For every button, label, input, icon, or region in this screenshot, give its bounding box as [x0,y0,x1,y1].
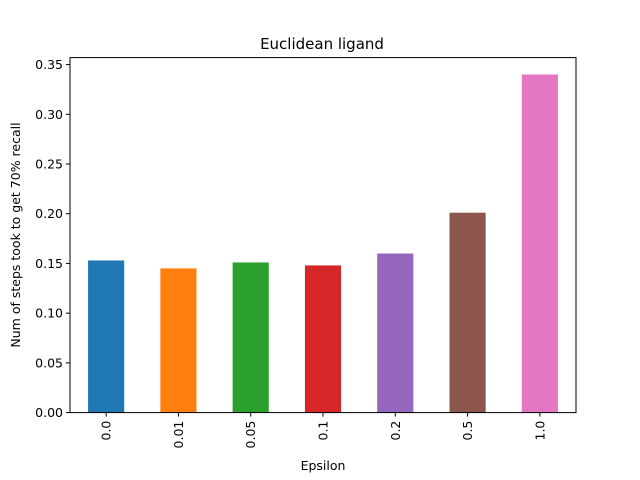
x-tick-label: 0.05 [243,421,258,449]
y-axis-label: Num of steps took to get 70% recall [8,122,23,347]
bar-0.2 [377,253,414,413]
bar-0.0 [88,260,125,413]
x-tick-label: 0.2 [388,421,403,441]
bar-0.1 [304,265,342,413]
bar-1.0 [521,74,558,413]
y-tick-label: 0.15 [35,256,63,271]
y-tick-label: 0.00 [35,405,63,420]
y-axis-ticks: 0.00 0.05 0.10 0.15 0.20 0.25 0.30 0.35 [35,57,70,420]
y-tick-label: 0.05 [35,355,63,370]
y-tick-label: 0.35 [35,57,63,72]
bar-0.5 [449,212,486,413]
plot-frame [69,57,577,414]
x-tick-label: 0.1 [316,421,331,441]
x-tick-label: 0.0 [99,421,114,441]
y-tick-label: 0.30 [35,107,63,122]
y-tick-label: 0.20 [35,206,63,221]
y-tick-label: 0.25 [35,157,63,172]
x-tick-label: 1.0 [532,421,547,441]
x-tick-label: 0.01 [171,421,186,449]
bar-0.01 [160,268,197,413]
x-axis-label: Epsilon [301,458,346,473]
y-tick-label: 0.10 [35,306,63,321]
bars-group [88,74,558,413]
x-axis-ticks: 0.0 0.01 0.05 0.1 0.2 0.5 1.0 [99,412,547,449]
x-tick-label: 0.5 [460,421,475,441]
chart-title: Euclidean ligand [260,35,384,53]
bar-0.05 [232,262,269,413]
